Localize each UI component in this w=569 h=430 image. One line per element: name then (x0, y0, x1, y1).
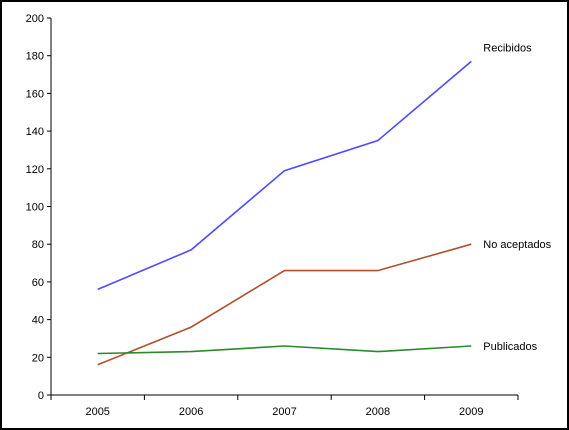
y-tick-label: 20 (32, 352, 44, 364)
y-tick-label: 100 (26, 202, 44, 214)
x-axis: 2005 2006 2007 2008 2009 (50, 394, 519, 418)
y-tick-label: 0 (38, 390, 44, 402)
y-tick-label: 120 (26, 164, 44, 176)
y-tick-label: 140 (26, 126, 44, 138)
x-tick-label: 2008 (366, 406, 390, 418)
series-label-no-aceptados: No aceptados (483, 239, 551, 251)
series-line-recibidos (97, 60, 472, 291)
series-labels: Recibidos No aceptados Publicados (483, 42, 551, 353)
y-tick-label: 80 (32, 239, 44, 251)
series-label-recibidos: Recibidos (483, 42, 532, 54)
x-tick-label: 2009 (459, 406, 483, 418)
x-tick-label: 2005 (85, 406, 109, 418)
series-line-no-aceptados (97, 243, 472, 366)
series-line-publicados (97, 345, 472, 355)
y-tick-label: 60 (32, 277, 44, 289)
series-layer (97, 60, 472, 366)
x-tick-label: 2006 (179, 406, 203, 418)
series-label-publicados: Publicados (483, 341, 537, 353)
y-tick-label: 160 (26, 88, 44, 100)
y-axis: 0 20 40 60 80 100 120 140 160 180 200 (26, 13, 52, 402)
y-tick-label: 180 (26, 51, 44, 63)
y-tick-label: 40 (32, 315, 44, 327)
y-tick-label: 200 (26, 13, 44, 25)
x-tick-label: 2007 (272, 406, 296, 418)
